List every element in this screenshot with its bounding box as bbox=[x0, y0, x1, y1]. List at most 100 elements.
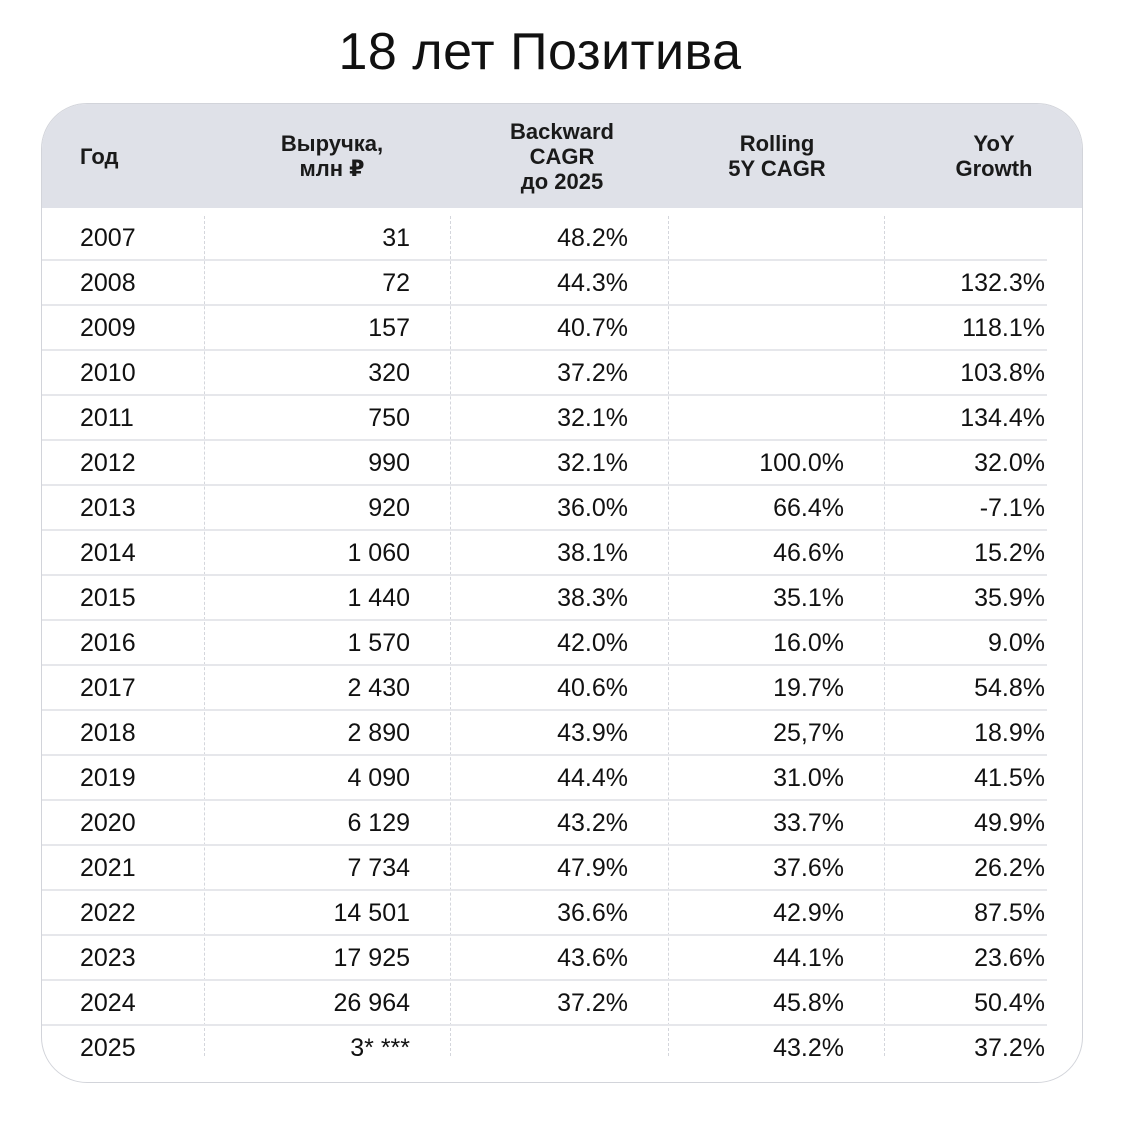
cell-revenue: 1 570 bbox=[347, 629, 410, 657]
cell-backward-cagr: 42.0% bbox=[557, 629, 628, 657]
cell-year: 2009 bbox=[80, 314, 136, 342]
table-row: 2011 750 32.1% 134.4% bbox=[42, 396, 1082, 441]
cell-year: 2018 bbox=[80, 719, 136, 747]
cell-year: 2019 bbox=[80, 764, 136, 792]
header-year: Год bbox=[80, 143, 119, 169]
cell-backward-cagr: 32.1% bbox=[557, 404, 628, 432]
cell-backward-cagr: 36.6% bbox=[557, 899, 628, 927]
cell-year: 2025 bbox=[80, 1034, 136, 1062]
table-row: 2013 920 36.0% 66.4% -7.1% bbox=[42, 486, 1082, 531]
cell-backward-cagr: 47.9% bbox=[557, 854, 628, 882]
cell-yoy-growth: 132.3% bbox=[960, 269, 1045, 297]
revenue-table-card: Год Выручка, млн ₽ Backward CAGR до 2025… bbox=[41, 103, 1083, 1083]
cell-year: 2008 bbox=[80, 269, 136, 297]
cell-year: 2011 bbox=[80, 404, 134, 432]
cell-backward-cagr: 37.2% bbox=[557, 359, 628, 387]
row-divider bbox=[42, 979, 1047, 981]
cell-rolling-cagr: 33.7% bbox=[773, 809, 844, 837]
table-row: 2021 7 734 47.9% 37.6% 26.2% bbox=[42, 846, 1082, 891]
cell-yoy-growth: 9.0% bbox=[988, 629, 1045, 657]
cell-yoy-growth bbox=[912, 216, 1045, 261]
cell-rolling-cagr: 25,7% bbox=[773, 719, 844, 747]
cell-yoy-growth: 134.4% bbox=[960, 404, 1045, 432]
cell-revenue: 157 bbox=[368, 314, 410, 342]
row-divider bbox=[42, 349, 1047, 351]
cell-revenue: 3* *** bbox=[350, 1034, 410, 1062]
cell-backward-cagr: 43.6% bbox=[557, 944, 628, 972]
cell-rolling-cagr: 19.7% bbox=[773, 674, 844, 702]
row-divider bbox=[42, 574, 1047, 576]
row-divider bbox=[42, 304, 1047, 306]
cell-revenue: 1 440 bbox=[347, 584, 410, 612]
cell-year: 2023 bbox=[80, 944, 136, 972]
cell-backward-cagr: 44.4% bbox=[557, 764, 628, 792]
cell-backward-cagr: 43.2% bbox=[557, 809, 628, 837]
cell-yoy-growth: 118.1% bbox=[962, 314, 1045, 342]
table-row: 2019 4 090 44.4% 31.0% 41.5% bbox=[42, 756, 1082, 801]
row-divider bbox=[42, 664, 1047, 666]
table-row: 2020 6 129 43.2% 33.7% 49.9% bbox=[42, 801, 1082, 846]
table-row: 2016 1 570 42.0% 16.0% 9.0% bbox=[42, 621, 1082, 666]
cell-revenue: 4 090 bbox=[347, 764, 410, 792]
table-row: 2025 3* *** 43.2% 37.2% bbox=[42, 1026, 1082, 1071]
cell-rolling-cagr bbox=[692, 306, 844, 351]
table-row: 2012 990 32.1% 100.0% 32.0% bbox=[42, 441, 1082, 486]
cell-yoy-growth: 87.5% bbox=[974, 899, 1045, 927]
cell-backward-cagr: 44.3% bbox=[557, 269, 628, 297]
cell-year: 2007 bbox=[80, 224, 136, 252]
cell-year: 2024 bbox=[80, 989, 136, 1017]
column-divider bbox=[884, 216, 885, 1056]
cell-revenue: 320 bbox=[368, 359, 410, 387]
cell-yoy-growth: 32.0% bbox=[974, 449, 1045, 477]
cell-year: 2021 bbox=[80, 854, 136, 882]
cell-revenue: 1 060 bbox=[347, 539, 410, 567]
cell-yoy-growth: 41.5% bbox=[974, 764, 1045, 792]
cell-rolling-cagr bbox=[692, 261, 844, 306]
cell-rolling-cagr: 66.4% bbox=[773, 494, 844, 522]
cell-revenue: 26 964 bbox=[333, 989, 410, 1017]
row-divider bbox=[42, 934, 1047, 936]
cell-backward-cagr: 38.3% bbox=[557, 584, 628, 612]
table-row: 2010 320 37.2% 103.8% bbox=[42, 351, 1082, 396]
table-row: 2009 157 40.7% 118.1% bbox=[42, 306, 1082, 351]
row-divider bbox=[42, 619, 1047, 621]
row-divider bbox=[42, 844, 1047, 846]
cell-rolling-cagr: 31.0% bbox=[773, 764, 844, 792]
row-divider bbox=[42, 1024, 1047, 1026]
cell-yoy-growth: 15.2% bbox=[974, 539, 1045, 567]
cell-rolling-cagr bbox=[692, 216, 844, 261]
header-rolling-cagr: Rolling 5Y CAGR bbox=[728, 131, 826, 181]
row-divider bbox=[42, 394, 1047, 396]
table-row: 2008 72 44.3% 132.3% bbox=[42, 261, 1082, 306]
cell-year: 2012 bbox=[80, 449, 136, 477]
table-row: 2024 26 964 37.2% 45.8% 50.4% bbox=[42, 981, 1082, 1026]
cell-revenue: 17 925 bbox=[333, 944, 410, 972]
cell-backward-cagr: 32.1% bbox=[557, 449, 628, 477]
cell-revenue: 6 129 bbox=[347, 809, 410, 837]
cell-backward-cagr bbox=[472, 1026, 628, 1071]
cell-yoy-growth: 23.6% bbox=[974, 944, 1045, 972]
cell-revenue: 72 bbox=[382, 269, 410, 297]
cell-year: 2013 bbox=[80, 494, 136, 522]
cell-rolling-cagr: 43.2% bbox=[773, 1034, 844, 1062]
cell-year: 2016 bbox=[80, 629, 136, 657]
cell-year: 2017 bbox=[80, 674, 136, 702]
column-divider bbox=[204, 216, 205, 1056]
table-row: 2015 1 440 38.3% 35.1% 35.9% bbox=[42, 576, 1082, 621]
page-title: 18 лет Позитива bbox=[338, 23, 742, 81]
cell-yoy-growth: 50.4% bbox=[974, 989, 1045, 1017]
row-divider bbox=[42, 259, 1047, 261]
cell-backward-cagr: 48.2% bbox=[557, 224, 628, 252]
column-divider bbox=[450, 216, 451, 1056]
header-yoy-growth: YoY Growth bbox=[955, 131, 1033, 181]
table-row: 2018 2 890 43.9% 25,7% 18.9% bbox=[42, 711, 1082, 756]
cell-backward-cagr: 43.9% bbox=[557, 719, 628, 747]
cell-rolling-cagr: 42.9% bbox=[773, 899, 844, 927]
cell-revenue: 14 501 bbox=[333, 899, 410, 927]
row-divider bbox=[42, 439, 1047, 441]
cell-backward-cagr: 38.1% bbox=[557, 539, 628, 567]
cell-backward-cagr: 40.6% bbox=[557, 674, 628, 702]
cell-rolling-cagr: 100.0% bbox=[759, 449, 844, 477]
cell-year: 2014 bbox=[80, 539, 136, 567]
cell-revenue: 2 890 bbox=[347, 719, 410, 747]
